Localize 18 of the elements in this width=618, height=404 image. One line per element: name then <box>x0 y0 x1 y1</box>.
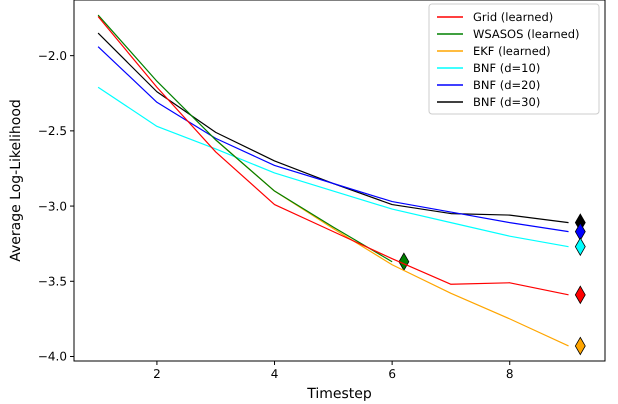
legend-label: BNF (d=10) <box>473 61 540 75</box>
x-tick-label: 8 <box>506 367 514 381</box>
y-tick-label: −4.0 <box>38 350 67 364</box>
legend-label: Grid (learned) <box>473 10 554 24</box>
legend-label: WSASOS (learned) <box>473 27 580 41</box>
y-tick-label: −2.5 <box>38 124 67 138</box>
x-tick-label: 4 <box>270 367 278 381</box>
line-series <box>98 14 393 262</box>
y-tick-label: −2.0 <box>38 48 67 63</box>
legend-label: BNF (d=20) <box>473 78 540 92</box>
y-axis-title: Average Log-Likelihood <box>8 99 24 262</box>
y-tick-label: −3.0 <box>38 199 67 214</box>
legend-label: BNF (d=30) <box>473 95 540 109</box>
y-tick-label: −3.5 <box>38 274 67 288</box>
x-tick-label: 6 <box>388 367 396 381</box>
x-tick-label: 2 <box>153 367 161 381</box>
legend-label: EKF (learned) <box>473 44 551 58</box>
x-axis-title: Timestep <box>306 386 372 402</box>
